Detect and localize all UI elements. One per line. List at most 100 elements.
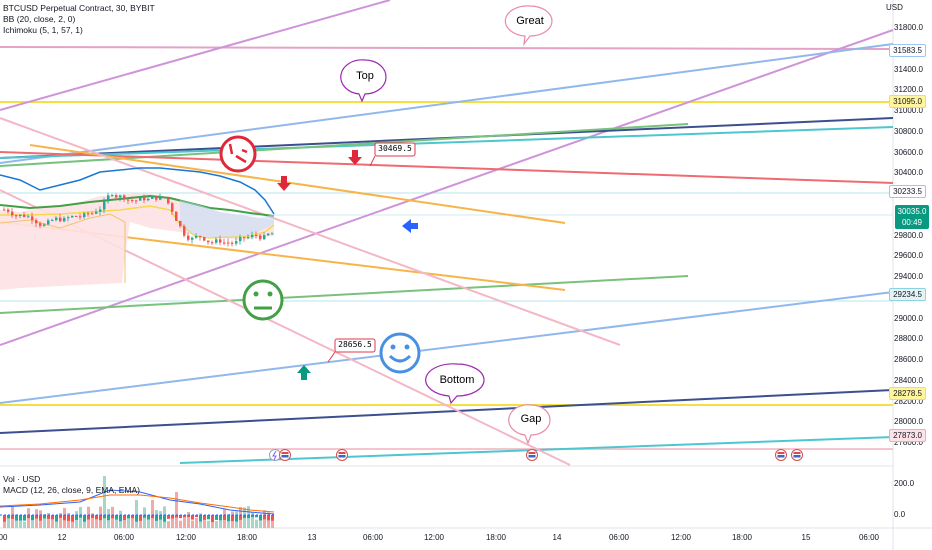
event-flag-icon[interactable] [279, 449, 291, 461]
macd-histogram-bar [163, 515, 166, 522]
marker-upper-box[interactable] [374, 142, 416, 157]
top-label: Top [356, 70, 374, 82]
price-axis-tick: 30600.0 [894, 147, 923, 157]
candle-body [155, 196, 158, 200]
legend-ichimoku[interactable]: Ichimoku (5, 1, 57, 1) [3, 25, 83, 35]
macd-histogram-bar [55, 515, 58, 522]
candlestick-series[interactable] [3, 192, 274, 247]
legend-volume[interactable]: Vol · USD [3, 474, 41, 484]
gap-callout-shape[interactable] [508, 404, 551, 445]
candle-body [71, 215, 74, 218]
macd-histogram-bar [235, 515, 238, 522]
volume-bar [103, 476, 106, 528]
event-flag-icon[interactable] [791, 449, 803, 461]
candle-body [199, 235, 202, 238]
trendline-orange-upper[interactable] [29, 144, 566, 224]
trendline-purple-upper[interactable] [0, 0, 391, 111]
volume-bar [271, 520, 274, 528]
macd-histogram-bar [139, 515, 142, 521]
volume-bar [211, 519, 214, 528]
volume-bar [91, 513, 94, 528]
volume-bar [131, 516, 134, 528]
down-arrow-icon[interactable] [348, 150, 362, 165]
current-price-tag: 30035.0 00:49 [895, 205, 929, 230]
great-callout-shape[interactable] [504, 5, 553, 47]
trendline-navy-lower[interactable] [0, 389, 894, 434]
volume-bar [95, 515, 98, 528]
candle-body [187, 235, 190, 240]
price-axis-tick: 31800.0 [894, 23, 923, 32]
candle-body [231, 242, 234, 244]
candle-body [91, 213, 94, 215]
left-arrow-icon[interactable] [402, 219, 418, 233]
macd-histogram-bar [7, 515, 10, 519]
legend-symbol[interactable]: BTCUSD Perpetual Contract, 30, BYBIT [3, 3, 155, 13]
time-axis-label: 12:00 [670, 533, 692, 542]
price-axis-tick: 29000.0 [894, 313, 923, 323]
time-axis-label: 06:00 [362, 533, 384, 542]
legend-bb[interactable]: BB (20, close, 2, 0) [3, 14, 76, 24]
macd-histogram-bar [71, 515, 74, 522]
time-axis-label: 06:00 [858, 533, 880, 542]
candle-body [163, 196, 166, 198]
sad-face-icon[interactable] [219, 135, 257, 173]
legend-macd[interactable]: MACD (12, 26, close, 9, EMA, EMA) [3, 485, 140, 495]
trendline-purple-lower[interactable] [0, 29, 894, 346]
candle-body [103, 201, 106, 210]
candle-body [27, 216, 30, 218]
candle-body [239, 237, 242, 242]
time-axis-label: 18:00 [236, 533, 258, 542]
macd-histogram-bar [155, 515, 158, 521]
candle-body [203, 237, 206, 241]
down-arrow-icon[interactable] [277, 176, 291, 191]
price-tag: 31095.0 [889, 95, 926, 109]
candle-body [79, 216, 82, 218]
bottom-callout-shape[interactable] [425, 363, 485, 405]
candle-body [191, 237, 194, 240]
lightning-icon[interactable] [269, 449, 281, 461]
candle-body [3, 209, 6, 211]
event-flag-icon[interactable] [526, 449, 538, 461]
time-axis-label: 18:00 [731, 533, 753, 542]
trendline-pink-upper[interactable] [0, 117, 621, 346]
great-label: Great [516, 15, 544, 27]
macd-histogram-bar [35, 515, 38, 519]
trendline-blue-upper[interactable] [0, 43, 894, 164]
candle-body [95, 211, 98, 214]
top-callout-shape[interactable] [340, 59, 387, 103]
event-flag-icon[interactable] [775, 449, 787, 461]
level-31583[interactable] [0, 46, 894, 50]
macd-histogram-bar [43, 515, 46, 519]
up-arrow-icon[interactable] [297, 365, 311, 380]
trendline-red[interactable] [0, 151, 894, 184]
macd-histogram-bar [247, 515, 250, 519]
macd-axis-tick: 200.0 [894, 479, 915, 488]
neutral-face-icon[interactable] [242, 279, 284, 321]
happy-face-icon[interactable] [379, 332, 421, 374]
trendline-green-lower[interactable] [0, 275, 689, 314]
candle-body [7, 209, 10, 212]
macd-histogram-bar [11, 515, 14, 519]
macd-histogram-bar [167, 515, 170, 519]
trendline-blue-lower[interactable] [0, 291, 894, 404]
macd-histogram-bar [239, 515, 242, 520]
candle-body [135, 200, 138, 202]
candle-body [51, 220, 54, 222]
macd-histogram-bar [175, 515, 178, 518]
trendline-teal-upper[interactable] [0, 126, 894, 159]
candle-body [223, 242, 226, 244]
macd-histogram-bar [251, 515, 254, 518]
trendline-green-upper[interactable] [0, 123, 689, 167]
candle-body [183, 226, 186, 236]
candle-body [39, 223, 42, 226]
trendline-teal-lower[interactable] [179, 436, 894, 464]
volume-bar [43, 513, 46, 528]
macd-histogram-bar [23, 515, 26, 521]
macd-histogram-bar [99, 515, 102, 521]
candle-body [143, 197, 146, 201]
event-flag-icon[interactable] [336, 449, 348, 461]
marker-lower-box[interactable] [334, 338, 376, 353]
volume-series[interactable] [3, 476, 274, 528]
